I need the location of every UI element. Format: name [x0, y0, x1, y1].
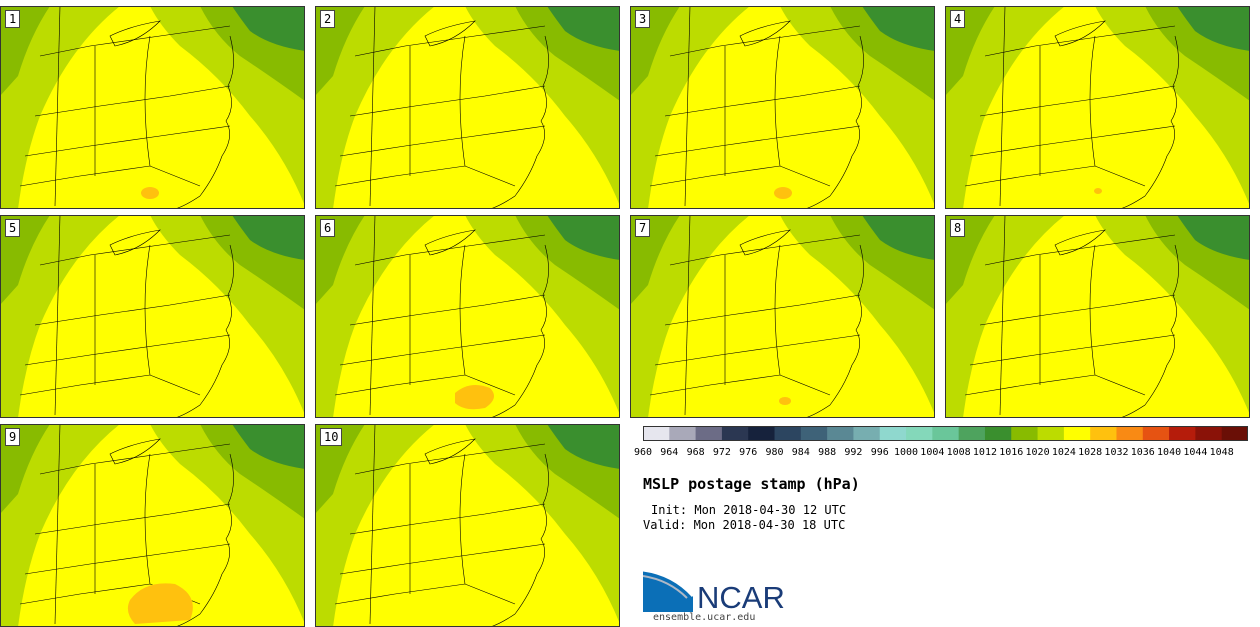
panel-number: 7 [635, 219, 651, 237]
legend-label: 1044 [1183, 447, 1208, 458]
forecast-panel-8: 8 [945, 215, 1250, 418]
legend-swatch [643, 427, 670, 440]
legend-swatch [1169, 427, 1196, 440]
panel-number: 1 [5, 10, 21, 28]
ncar-logo [643, 570, 695, 612]
legend-swatch [1221, 427, 1248, 440]
legend-label: 1024 [1051, 447, 1076, 458]
legend-label: 976 [739, 447, 758, 458]
valid-time: Valid: Mon 2018-04-30 18 UTC [643, 518, 846, 532]
panel-number: 9 [5, 428, 21, 446]
panel-number: 8 [950, 219, 966, 237]
legend-swatch [958, 427, 986, 440]
legend-swatch [748, 427, 776, 440]
legend-label: 1008 [946, 447, 971, 458]
legend-label: 972 [712, 447, 731, 458]
forecast-panel-1: 1 [0, 6, 305, 209]
legend-label: 988 [818, 447, 837, 458]
legend-label: 1016 [999, 447, 1024, 458]
legend-swatch [774, 427, 802, 440]
init-time: Init: Mon 2018-04-30 12 UTC [651, 503, 847, 517]
forecast-panel-6: 6 [315, 215, 620, 418]
panel-number: 6 [320, 219, 336, 237]
legend-frame [643, 426, 1248, 441]
color-legend [643, 426, 1248, 441]
legend-label: 996 [870, 447, 889, 458]
legend-swatch [1195, 427, 1223, 440]
forecast-panel-7: 7 [630, 215, 935, 418]
chart-title: MSLP postage stamp (hPa) [643, 475, 860, 493]
legend-label: 980 [765, 447, 784, 458]
legend-swatch [879, 427, 907, 440]
legend-swatch [827, 427, 854, 440]
panel-number: 4 [950, 10, 966, 28]
panel-number: 3 [635, 10, 651, 28]
legend-label: 1036 [1130, 447, 1155, 458]
legend-label: 1012 [972, 447, 997, 458]
legend-label: 960 [633, 447, 653, 458]
forecast-panel-5: 5 [0, 215, 305, 418]
legend-swatch [800, 427, 828, 440]
legend-label: 1048 [1209, 447, 1234, 458]
legend-swatch [695, 427, 723, 440]
forecast-panel-9: 9 [0, 424, 305, 627]
forecast-panel-2: 2 [315, 6, 620, 209]
legend-swatch [1037, 427, 1065, 440]
legend-swatch [853, 427, 881, 440]
forecast-panel-4: 4 [945, 6, 1250, 209]
legend-swatch [1142, 427, 1170, 440]
legend-label: 1000 [893, 447, 919, 458]
legend-swatch [1116, 427, 1144, 440]
legend-label: 964 [660, 447, 679, 458]
legend-swatch [1063, 427, 1091, 440]
legend-label: 1020 [1025, 447, 1050, 458]
legend-swatch [984, 427, 1012, 440]
legend-label: 992 [844, 447, 863, 458]
forecast-panel-3: 3 [630, 6, 935, 209]
legend-swatch [1090, 427, 1117, 440]
forecast-panel-10: 10 [315, 424, 620, 627]
panel-number: 5 [5, 219, 21, 237]
legend-label: 1032 [1104, 447, 1129, 458]
legend-swatch [1011, 427, 1039, 440]
legend-label: 984 [791, 447, 810, 458]
logo-text: NCAR [697, 580, 785, 615]
legend-swatch [906, 427, 933, 440]
panel-number: 2 [320, 10, 336, 28]
legend-label: 1028 [1078, 447, 1103, 458]
panel-number: 10 [320, 428, 343, 446]
legend-swatch [669, 427, 697, 440]
legend-swatch [932, 427, 960, 440]
legend-swatch [721, 427, 749, 440]
legend-label: 1040 [1157, 447, 1182, 458]
legend-label: 968 [686, 447, 705, 458]
logo-site: ensemble.ucar.edu [653, 612, 756, 623]
legend-label: 1004 [920, 447, 945, 458]
